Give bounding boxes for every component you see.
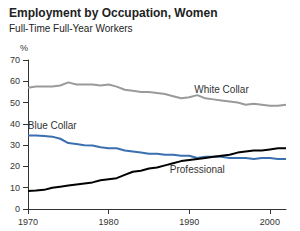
svg-text:Professional: Professional [170, 164, 225, 175]
svg-text:1990: 1990 [179, 217, 199, 227]
svg-text:30: 30 [10, 140, 20, 150]
svg-text:1970: 1970 [18, 217, 38, 227]
svg-text:1980: 1980 [99, 217, 119, 227]
svg-text:Employment by Occupation, Wome: Employment by Occupation, Women [9, 6, 217, 20]
svg-text:White Collar: White Collar [194, 84, 249, 95]
svg-text:Blue Collar: Blue Collar [28, 120, 78, 131]
svg-text:0: 0 [15, 204, 20, 214]
svg-text:60: 60 [10, 76, 20, 86]
svg-text:%: % [20, 43, 28, 53]
svg-text:70: 70 [10, 55, 20, 65]
svg-text:Full-Time Full-Year Workers: Full-Time Full-Year Workers [9, 23, 133, 34]
svg-text:2000: 2000 [260, 217, 280, 227]
svg-text:50: 50 [10, 98, 20, 108]
svg-text:20: 20 [10, 161, 20, 171]
svg-text:40: 40 [10, 119, 20, 129]
svg-text:10: 10 [10, 183, 20, 193]
